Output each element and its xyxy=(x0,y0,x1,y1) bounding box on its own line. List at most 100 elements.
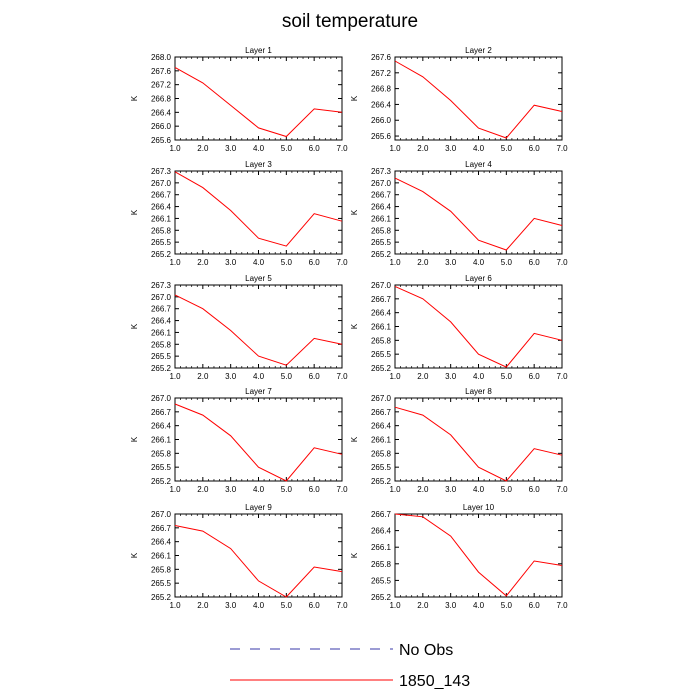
x-tick-label: 1.0 xyxy=(169,372,181,381)
x-tick-label: 4.0 xyxy=(473,601,485,610)
y-tick-label: 266.7 xyxy=(371,295,392,304)
y-tick-label: 267.0 xyxy=(151,293,172,302)
x-tick-label: 3.0 xyxy=(225,601,237,610)
panel-title: Layer 5 xyxy=(245,274,272,283)
x-tick-label: 5.0 xyxy=(501,601,513,610)
x-tick-label: 1.0 xyxy=(389,372,401,381)
y-tick-label: 266.7 xyxy=(151,305,172,314)
y-tick-label: 266.8 xyxy=(151,95,172,104)
plot-frame xyxy=(174,513,343,598)
figure-title: soil temperature xyxy=(282,11,418,32)
panel-layer-4: Layer 4 K 1.0 2.0 3.0 4.0 5.0 6.0 7.0 265.2 265.5 2… xyxy=(350,160,568,267)
plot-frame xyxy=(394,513,563,598)
x-tick-label: 1.0 xyxy=(169,601,181,610)
panel-layer-8: Layer 8 K 1.0 2.0 3.0 4.0 5.0 6.0 7.0 265.2 265.5 2… xyxy=(350,387,568,494)
x-tick-label: 3.0 xyxy=(445,372,457,381)
y-tick-label: 265.2 xyxy=(371,477,392,486)
x-tick-label: 6.0 xyxy=(309,601,321,610)
panel-layer-7: Layer 7 K 1.0 2.0 3.0 4.0 5.0 6.0 7.0 265.2 265.5 2… xyxy=(130,387,348,494)
plot-frame xyxy=(394,397,563,482)
panel-layer-5: Layer 5 K 1.0 2.0 3.0 4.0 5.0 6.0 7.0 265.2 265.5 2… xyxy=(130,274,348,381)
y-tick-label: 266.4 xyxy=(371,527,392,536)
panel-title: Layer 8 xyxy=(465,387,492,396)
plot-frame xyxy=(174,397,343,482)
legend-no-obs-label: No Obs xyxy=(399,642,453,659)
y-tick-label: 266.4 xyxy=(371,100,392,109)
y-tick-label: 265.2 xyxy=(371,593,392,602)
x-tick-label: 6.0 xyxy=(309,144,321,153)
y-tick-label: 267.2 xyxy=(371,69,392,78)
y-tick-label: 267.0 xyxy=(151,394,172,403)
x-tick-label: 3.0 xyxy=(225,144,237,153)
y-tick-label: 266.0 xyxy=(151,122,172,131)
series-line-1850-143 xyxy=(394,406,563,482)
y-tick-label: 266.4 xyxy=(151,203,172,212)
x-tick-label: 3.0 xyxy=(445,601,457,610)
y-tick-label: 265.6 xyxy=(371,132,392,141)
x-tick-label: 6.0 xyxy=(529,258,541,267)
x-tick-label: 3.0 xyxy=(225,485,237,494)
y-tick-label: 266.7 xyxy=(371,510,392,519)
y-tick-label: 267.3 xyxy=(151,281,172,290)
y-tick-label: 266.7 xyxy=(151,191,172,200)
x-tick-label: 7.0 xyxy=(556,485,568,494)
y-tick-label: 265.8 xyxy=(151,226,172,235)
y-tick-label: 266.4 xyxy=(371,203,392,212)
y-axis-label: K xyxy=(350,436,359,442)
x-tick-label: 4.0 xyxy=(473,258,485,267)
panel-title: Layer 9 xyxy=(245,503,272,512)
y-tick-label: 266.1 xyxy=(371,323,392,332)
y-tick-label: 266.1 xyxy=(371,543,392,552)
series-line-1850-143 xyxy=(394,177,563,251)
x-tick-label: 4.0 xyxy=(473,144,485,153)
x-tick-label: 5.0 xyxy=(281,144,293,153)
y-tick-label: 266.1 xyxy=(151,436,172,445)
series-line-1850-143 xyxy=(174,525,343,598)
y-tick-label: 265.5 xyxy=(371,238,392,247)
y-axis-label: K xyxy=(350,552,359,558)
y-axis-label: K xyxy=(350,323,359,329)
y-tick-label: 265.5 xyxy=(151,579,172,588)
legend: No Obs 1850_143 xyxy=(230,642,470,690)
x-tick-label: 3.0 xyxy=(225,258,237,267)
y-tick-label: 266.4 xyxy=(151,108,172,117)
y-axis-label: K xyxy=(350,209,359,215)
panel-title: Layer 2 xyxy=(465,46,492,55)
x-tick-label: 4.0 xyxy=(473,372,485,381)
x-tick-label: 7.0 xyxy=(556,601,568,610)
y-tick-label: 265.5 xyxy=(151,238,172,247)
panel-title: Layer 3 xyxy=(245,160,272,169)
x-tick-label: 2.0 xyxy=(197,601,209,610)
panel-layer-1: Layer 1 K 1.0 2.0 3.0 4.0 5.0 6.0 7.0 265.6 266.0 2… xyxy=(130,46,348,153)
y-tick-label: 265.2 xyxy=(151,593,172,602)
x-tick-label: 1.0 xyxy=(169,485,181,494)
y-tick-label: 266.4 xyxy=(151,317,172,326)
y-tick-label: 266.1 xyxy=(371,214,392,223)
y-tick-label: 266.4 xyxy=(151,538,172,547)
y-tick-label: 266.7 xyxy=(151,524,172,533)
y-axis-label: K xyxy=(130,436,139,442)
y-tick-label: 265.5 xyxy=(151,463,172,472)
legend-1850-143-label: 1850_143 xyxy=(399,673,470,690)
x-tick-label: 6.0 xyxy=(529,372,541,381)
plot-frame xyxy=(394,170,563,255)
y-tick-label: 265.2 xyxy=(371,364,392,373)
y-tick-label: 265.8 xyxy=(151,340,172,349)
y-tick-label: 267.0 xyxy=(371,179,392,188)
x-tick-label: 1.0 xyxy=(389,144,401,153)
y-tick-label: 266.4 xyxy=(371,309,392,318)
y-tick-label: 265.2 xyxy=(151,364,172,373)
x-tick-label: 7.0 xyxy=(336,144,348,153)
x-tick-label: 2.0 xyxy=(417,258,429,267)
panel-title: Layer 7 xyxy=(245,387,272,396)
x-tick-label: 2.0 xyxy=(417,485,429,494)
x-tick-label: 5.0 xyxy=(501,258,513,267)
y-tick-label: 266.0 xyxy=(371,116,392,125)
y-tick-label: 265.8 xyxy=(371,336,392,345)
y-tick-label: 267.3 xyxy=(151,167,172,176)
x-tick-label: 7.0 xyxy=(336,258,348,267)
panel-title: Layer 4 xyxy=(465,160,492,169)
panel-layer-9: Layer 9 K 1.0 2.0 3.0 4.0 5.0 6.0 7.0 265.2 265.5 2… xyxy=(130,503,348,610)
y-tick-label: 267.2 xyxy=(151,81,172,90)
